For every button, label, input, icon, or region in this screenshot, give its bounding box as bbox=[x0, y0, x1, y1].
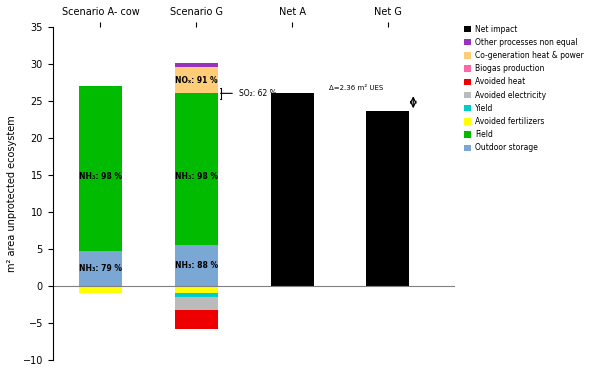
Text: NH₃: 98 %: NH₃: 98 % bbox=[79, 172, 122, 181]
Text: SO₂: 62 %: SO₂: 62 % bbox=[239, 89, 276, 98]
Bar bbox=[175, 310, 218, 329]
Bar bbox=[79, 251, 122, 286]
Text: NH₃: 98 %: NH₃: 98 % bbox=[175, 172, 218, 181]
Bar bbox=[79, 86, 122, 251]
Bar bbox=[271, 93, 314, 286]
Text: NOₓ: 91 %: NOₓ: 91 % bbox=[175, 76, 218, 85]
Text: Δ=2.36 m² UES: Δ=2.36 m² UES bbox=[329, 85, 383, 91]
Text: NH₃: 79 %: NH₃: 79 % bbox=[79, 264, 122, 273]
Y-axis label: m² area unprotected ecosystem: m² area unprotected ecosystem bbox=[7, 115, 17, 272]
Legend: Net impact, Other processes non equal, Co-generation heat & power, Biogas produc: Net impact, Other processes non equal, C… bbox=[463, 24, 584, 153]
Bar bbox=[175, 68, 218, 93]
Text: NH₃: 88 %: NH₃: 88 % bbox=[175, 261, 218, 270]
Bar bbox=[366, 111, 410, 286]
Bar bbox=[175, 294, 218, 297]
Bar bbox=[175, 245, 218, 286]
Bar bbox=[175, 93, 218, 245]
Bar bbox=[175, 297, 218, 310]
Bar bbox=[175, 286, 218, 294]
Bar bbox=[175, 63, 218, 68]
Bar bbox=[79, 286, 122, 294]
